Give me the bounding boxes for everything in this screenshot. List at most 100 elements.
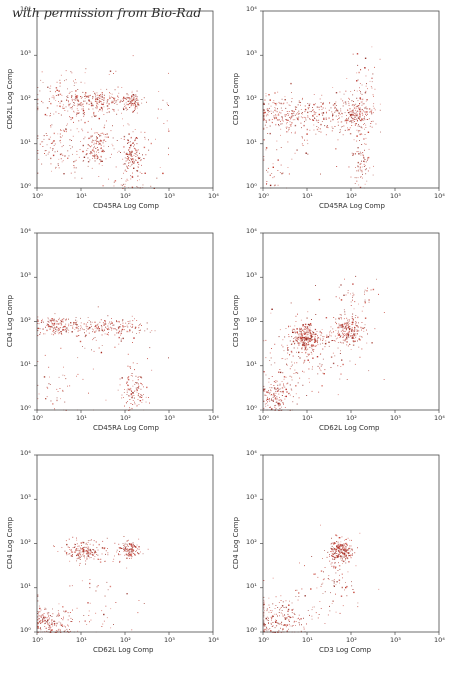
data-point	[49, 98, 50, 100]
data-point	[292, 113, 293, 115]
data-point	[51, 326, 53, 328]
data-point	[317, 576, 319, 578]
data-point	[299, 624, 300, 626]
data-point	[334, 586, 335, 587]
data-point	[81, 177, 83, 179]
x-tick-label: 10¹	[76, 192, 87, 200]
data-point	[87, 540, 89, 542]
data-point	[72, 106, 73, 108]
data-point	[292, 340, 295, 343]
x-axis-label: CD45RA Log Comp	[93, 424, 159, 432]
data-point	[121, 112, 122, 114]
data-point	[80, 81, 82, 83]
data-point	[76, 326, 78, 328]
data-point	[138, 600, 140, 601]
data-point	[291, 115, 293, 117]
data-point	[323, 578, 325, 580]
data-point	[133, 103, 135, 105]
data-point	[107, 325, 109, 327]
data-point	[96, 554, 97, 555]
data-point	[263, 139, 265, 141]
data-point	[364, 57, 367, 59]
data-point	[294, 132, 296, 134]
data-point	[332, 116, 333, 118]
data-point	[342, 134, 344, 136]
data-point	[289, 394, 291, 396]
data-point	[266, 169, 267, 171]
data-point	[287, 347, 289, 348]
data-point	[82, 91, 84, 93]
data-point	[355, 111, 357, 113]
data-point	[352, 53, 354, 55]
data-point	[314, 339, 316, 341]
data-point	[302, 97, 303, 99]
data-point	[346, 552, 349, 554]
data-point	[325, 134, 327, 136]
data-point	[286, 131, 287, 133]
data-point	[102, 322, 104, 323]
data-point	[136, 388, 137, 390]
data-point	[291, 329, 293, 331]
data-point	[358, 184, 360, 186]
data-point	[279, 369, 281, 370]
data-point	[74, 102, 75, 104]
data-point	[101, 334, 103, 336]
data-point	[345, 586, 347, 589]
data-point	[274, 184, 276, 186]
data-point	[344, 129, 346, 131]
data-point	[292, 355, 294, 357]
data-point	[149, 331, 151, 333]
data-point	[294, 124, 297, 127]
data-point	[328, 341, 330, 343]
data-point	[348, 552, 350, 554]
data-point	[77, 99, 79, 102]
data-point	[338, 334, 341, 336]
data-point	[68, 538, 70, 540]
data-point	[66, 628, 68, 630]
data-point	[98, 100, 100, 102]
data-point	[70, 148, 72, 150]
data-point	[359, 97, 361, 99]
data-point	[131, 315, 133, 317]
data-point	[76, 150, 78, 152]
data-point	[77, 330, 79, 332]
data-point	[352, 553, 353, 555]
data-point	[294, 620, 295, 622]
data-point	[44, 619, 45, 621]
data-point	[346, 585, 348, 588]
data-point	[46, 396, 48, 398]
data-point	[143, 97, 145, 99]
data-point	[297, 382, 299, 384]
data-point	[38, 605, 40, 607]
data-point	[121, 394, 123, 396]
data-point	[129, 388, 131, 391]
data-point	[357, 169, 359, 171]
data-point	[287, 131, 289, 133]
data-point	[104, 136, 106, 138]
data-points	[263, 46, 381, 189]
data-point	[274, 395, 275, 397]
data-point	[288, 111, 290, 112]
data-point	[340, 121, 342, 123]
data-point	[297, 343, 299, 344]
data-point	[47, 318, 49, 320]
data-point	[141, 384, 143, 386]
data-point	[326, 112, 327, 114]
data-point	[79, 564, 80, 566]
data-point	[317, 122, 319, 123]
data-point	[88, 555, 90, 557]
data-point	[135, 387, 137, 389]
data-point	[354, 552, 356, 554]
data-point	[114, 334, 116, 336]
data-point	[362, 103, 364, 105]
data-point	[340, 555, 342, 558]
data-point	[38, 327, 40, 329]
data-point	[90, 136, 92, 138]
data-point	[150, 142, 152, 145]
data-point	[118, 553, 119, 555]
data-point	[136, 138, 138, 139]
data-point	[263, 400, 265, 402]
data-point	[65, 331, 67, 333]
data-point	[49, 115, 51, 117]
data-point	[58, 167, 60, 169]
